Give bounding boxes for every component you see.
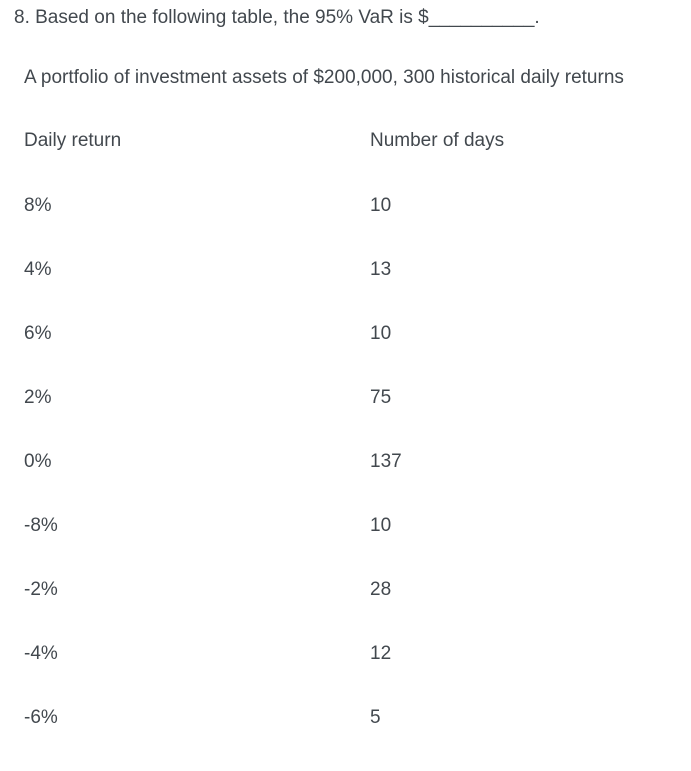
table-body: 8% 10 4% 13 6% 10 2% 75 0% 137 -8% 10 -2… [24,195,677,771]
number-of-days-cell: 137 [370,451,402,472]
table-row: 2% 75 [24,387,677,451]
table-row: -8% 10 [24,515,677,579]
table-row: 8% 10 [24,195,677,259]
number-of-days-cell: 12 [370,643,392,664]
table-row: 0% 137 [24,451,677,515]
number-of-days-cell: 5 [370,707,381,728]
table-row: -6% 5 [24,707,677,771]
number-of-days-cell: 10 [370,515,392,536]
table-row: 6% 10 [24,323,677,387]
question-description: A portfolio of investment assets of $200… [24,67,624,88]
daily-return-cell: 2% [24,387,52,408]
number-of-days-cell: 10 [370,323,392,344]
daily-return-cell: 0% [24,451,52,472]
table-header-row: Daily return Number of days [24,130,677,195]
table-row: -4% 12 [24,643,677,707]
table-row: -2% 28 [24,579,677,643]
daily-return-cell: -6% [24,707,58,728]
daily-return-cell: 8% [24,195,52,216]
question-text: 8. Based on the following table, the 95%… [14,7,540,28]
returns-table: Daily return Number of days 8% 10 4% 13 … [24,130,677,771]
daily-return-cell: 6% [24,323,52,344]
number-of-days-cell: 75 [370,387,392,408]
column-header-number-of-days: Number of days [370,130,505,151]
daily-return-cell: 4% [24,259,52,280]
number-of-days-cell: 28 [370,579,392,600]
column-header-daily-return: Daily return [24,130,122,151]
table-row: 4% 13 [24,259,677,323]
daily-return-cell: -8% [24,515,58,536]
number-of-days-cell: 13 [370,259,392,280]
daily-return-cell: -2% [24,579,58,600]
daily-return-cell: -4% [24,643,58,664]
number-of-days-cell: 10 [370,195,392,216]
